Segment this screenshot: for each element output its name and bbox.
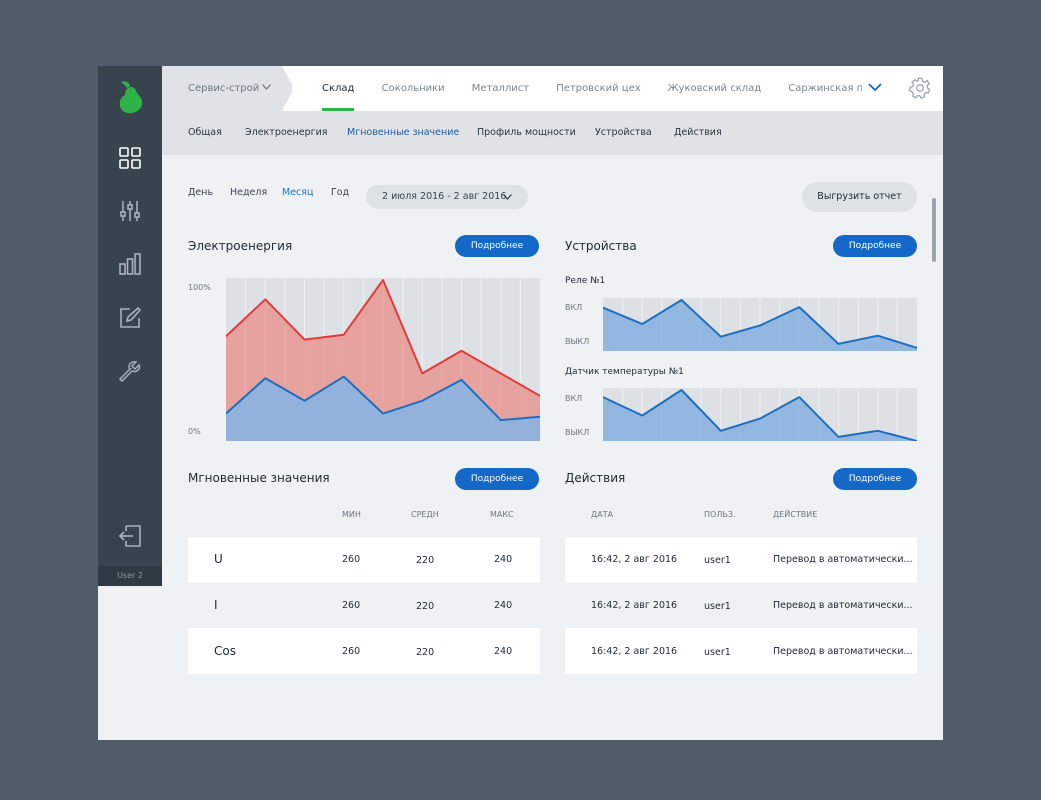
period-day[interactable]: День: [188, 187, 214, 198]
period-year[interactable]: Год: [331, 187, 350, 198]
action-text: Перевод в автоматически...: [773, 554, 913, 565]
company-selector[interactable]: Сервис-строй: [162, 66, 292, 111]
user-label: User 2: [98, 566, 162, 586]
col-min: МИН: [342, 510, 361, 519]
energy-area-1: [226, 376, 540, 441]
wrench-icon[interactable]: [118, 359, 142, 383]
top-tabs-bar: Сервис-строй Склад Сокольники Металлист …: [162, 66, 943, 111]
action-date: 16:42, 2 авг 2016: [591, 554, 678, 565]
row-name: I: [214, 598, 218, 612]
action-user: user1: [704, 647, 731, 658]
table-row[interactable]: [188, 628, 540, 674]
export-report-button[interactable]: Выгрузить отчет: [802, 182, 917, 212]
table-row[interactable]: [565, 628, 917, 674]
tab-sarzhinskaya[interactable]: Саржинская погрузоч: [788, 83, 862, 94]
action-date: 16:42, 2 авг 2016: [591, 646, 678, 657]
date-range-select[interactable]: 2 июля 2016 - 2 авг 2016: [366, 185, 528, 209]
edit-icon[interactable]: [118, 306, 142, 330]
relay-chart: [603, 298, 917, 351]
energy-y-bottom-label: 0%: [188, 427, 201, 436]
action-user: user1: [704, 601, 731, 612]
subtab-general[interactable]: Общая: [188, 127, 222, 138]
location-tabs: Склад Сокольники Металлист Петровский це…: [322, 66, 862, 111]
period-month[interactable]: Месяц: [282, 187, 314, 198]
row-max: 240: [494, 554, 513, 565]
chevron-down-icon: [262, 84, 271, 90]
more-tabs-chevron-icon[interactable]: [868, 82, 882, 92]
row-max: 240: [494, 646, 513, 657]
company-name: Сервис-строй: [188, 83, 260, 94]
dashboard-grid-icon[interactable]: [118, 146, 142, 170]
chevron-down-icon: [503, 194, 512, 200]
row-name: Cos: [214, 644, 236, 658]
action-date: 16:42, 2 авг 2016: [591, 600, 678, 611]
devices-more-button[interactable]: Подробнее: [833, 235, 917, 257]
col-date: ДАТА: [591, 510, 614, 519]
relay-label: Реле №1: [565, 276, 606, 286]
temp-on-label: ВКЛ: [565, 394, 583, 403]
energy-more-button[interactable]: Подробнее: [455, 235, 539, 257]
action-text: Перевод в автоматически...: [773, 646, 913, 657]
scrollbar[interactable]: [932, 198, 936, 262]
row-name: U: [214, 552, 223, 566]
subtab-energy[interactable]: Электроенергия: [245, 127, 328, 138]
temp-chart: [603, 388, 917, 441]
pear-logo-icon[interactable]: [115, 80, 147, 114]
subtab-power-profile[interactable]: Профиль мощности: [477, 127, 576, 138]
temp-off-label: ВЫКЛ: [565, 428, 590, 437]
col-max: МАКС: [490, 510, 514, 519]
energy-y-top-label: 100%: [188, 283, 211, 292]
row-max: 240: [494, 600, 513, 611]
gear-icon[interactable]: [909, 77, 931, 99]
row-min: 260: [342, 646, 361, 657]
instant-more-button[interactable]: Подробнее: [455, 468, 539, 490]
logout-icon[interactable]: [118, 524, 142, 548]
subtab-devices[interactable]: Устройства: [595, 127, 652, 138]
col-avg: СРЕДН: [411, 510, 439, 519]
temp-sensor-label: Датчик температуры №1: [565, 367, 684, 377]
period-week[interactable]: Неделя: [230, 187, 268, 198]
temp-area-0: [603, 390, 917, 441]
date-range-value: 2 июля 2016 - 2 авг 2016: [382, 191, 507, 202]
bar-chart-icon[interactable]: [118, 252, 142, 276]
action-user: user1: [704, 555, 731, 566]
instant-values-title: Мгновенные значения: [188, 471, 330, 485]
col-user: ПОЛЬЗ.: [704, 510, 736, 519]
subtab-instant-values[interactable]: Мгновенные значение: [347, 127, 460, 138]
row-avg: 220: [416, 601, 435, 612]
relay-off-label: ВЫКЛ: [565, 337, 590, 346]
actions-more-button[interactable]: Подробнее: [833, 468, 917, 490]
row-min: 260: [342, 600, 361, 611]
row-avg: 220: [416, 647, 435, 658]
subtab-actions[interactable]: Действия: [674, 127, 722, 138]
row-min: 260: [342, 554, 361, 565]
tab-metallist[interactable]: Металлист: [471, 83, 530, 94]
actions-title: Действия: [565, 471, 626, 485]
col-action: ДЕЙСТВИЕ: [773, 510, 818, 519]
sidebar: User 2: [98, 66, 162, 586]
energy-title: Электроенергия: [188, 239, 293, 253]
tab-petrovsky[interactable]: Петровский цех: [556, 83, 641, 94]
table-row[interactable]: [565, 537, 917, 583]
energy-chart: [226, 278, 540, 441]
devices-title: Устройства: [565, 239, 637, 253]
tab-sokolniki[interactable]: Сокольники: [381, 83, 445, 94]
tab-sklad[interactable]: Склад: [322, 66, 355, 111]
action-text: Перевод в автоматически...: [773, 600, 913, 611]
table-row[interactable]: [188, 537, 540, 583]
sliders-icon[interactable]: [118, 199, 142, 223]
tab-zhukovsky[interactable]: Жуковский склад: [667, 83, 762, 94]
relay-on-label: ВКЛ: [565, 303, 583, 312]
section-tabs-bar: Общая Электроенергия Мгновенные значение…: [162, 111, 943, 155]
row-avg: 220: [416, 555, 435, 566]
app-window: User 2 Сервис-строй Склад Сокольники Мет…: [98, 66, 943, 740]
